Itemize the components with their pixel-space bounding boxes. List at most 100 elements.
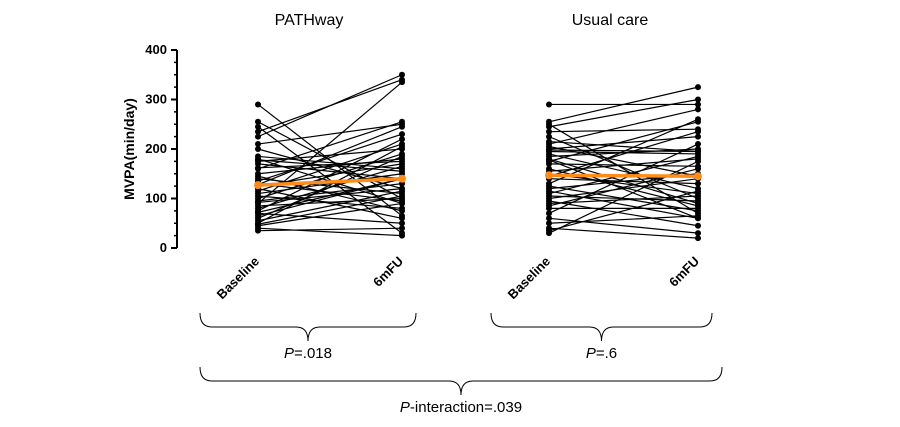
series-line [257, 227, 403, 237]
series-line [257, 138, 403, 212]
panel-title: PATHway [275, 12, 344, 29]
braces [199, 312, 723, 396]
series-point [399, 158, 405, 165]
series-point [399, 136, 405, 143]
series-point [695, 180, 701, 187]
series-point [695, 141, 701, 148]
series-line [548, 131, 699, 177]
series-line [548, 143, 699, 214]
series-line [257, 153, 403, 200]
series-line [257, 155, 403, 219]
series-line [257, 145, 403, 224]
y-axis: 0 100 200 300 400 MVPA(min/day) [121, 42, 178, 255]
series-point [399, 225, 405, 232]
series-line [257, 197, 403, 207]
series-point [695, 128, 701, 135]
series-point [255, 146, 261, 152]
y-tick-label: 300 [145, 92, 167, 107]
series-line [548, 159, 699, 219]
series-point [546, 101, 552, 108]
series-line [257, 121, 403, 200]
series-point [399, 143, 405, 150]
group-brace [490, 312, 713, 342]
series-line [257, 126, 403, 186]
mean-lines [254, 171, 702, 190]
series-line [257, 183, 403, 202]
panel-title: Usual care [572, 12, 649, 29]
series-line [548, 121, 699, 162]
series-point [546, 133, 552, 140]
series-point [255, 128, 261, 135]
y-axis-label: MVPA(min/day) [121, 98, 137, 200]
series-point [546, 156, 552, 163]
series-lines [255, 71, 701, 242]
p-value-label: P=.018 [284, 345, 332, 362]
series-point [695, 215, 701, 222]
series-point [695, 188, 701, 195]
series-line [548, 118, 699, 185]
p-value-label: P=.6 [586, 345, 617, 362]
series-point [255, 199, 261, 206]
series-point [255, 164, 261, 171]
interaction-prefix: P [400, 399, 410, 416]
y-tick-label: 200 [145, 141, 167, 156]
series-point [546, 146, 552, 153]
series-point [255, 221, 261, 228]
series-point [255, 209, 261, 216]
series-point [546, 220, 552, 227]
series-point [399, 220, 405, 227]
group-brace [199, 312, 417, 342]
mean-line [548, 173, 699, 178]
series-line [257, 195, 403, 225]
series-point [695, 96, 701, 103]
series-point [399, 79, 405, 86]
series-line [548, 217, 699, 234]
series-point [695, 84, 701, 91]
series-point [695, 230, 701, 237]
series-line [257, 160, 403, 169]
series-line [548, 190, 699, 232]
series-line [257, 74, 403, 138]
series-line [257, 212, 403, 224]
series-point [255, 123, 261, 130]
series-point [399, 200, 405, 207]
series-point [695, 197, 701, 204]
interaction-label: P-interaction=.039 [400, 399, 522, 416]
y-tick-label: 0 [160, 240, 167, 255]
series-point [546, 230, 552, 237]
series-point [695, 148, 701, 155]
series-point [399, 185, 405, 192]
series-point [399, 118, 405, 125]
series-line [257, 190, 403, 222]
series-line [548, 123, 699, 214]
series-point [695, 165, 701, 172]
mean-line [257, 176, 403, 187]
series-point [399, 71, 405, 78]
interaction-text: -interaction=.039 [410, 399, 522, 416]
series-line [548, 215, 699, 224]
series-point [399, 168, 405, 175]
series-point [546, 215, 552, 222]
p-value-text: =.6 [596, 345, 617, 362]
series-line [257, 188, 403, 219]
series-line [548, 227, 699, 239]
series-line [548, 86, 699, 123]
series-point [399, 232, 405, 239]
series-line [257, 123, 403, 145]
y-tick-label: 400 [145, 42, 167, 57]
series-point [255, 227, 261, 234]
series-point [255, 156, 261, 163]
series-line [257, 227, 403, 232]
series-point [695, 101, 701, 108]
series-line [548, 98, 699, 128]
series-point [399, 215, 405, 222]
series-line [257, 178, 403, 213]
mean-point [254, 181, 262, 190]
series-point [546, 128, 552, 135]
series-point [695, 205, 701, 212]
p-value-prefix: P [586, 345, 596, 362]
series-line [257, 126, 403, 234]
series-point [399, 163, 405, 170]
series-point [695, 235, 701, 242]
